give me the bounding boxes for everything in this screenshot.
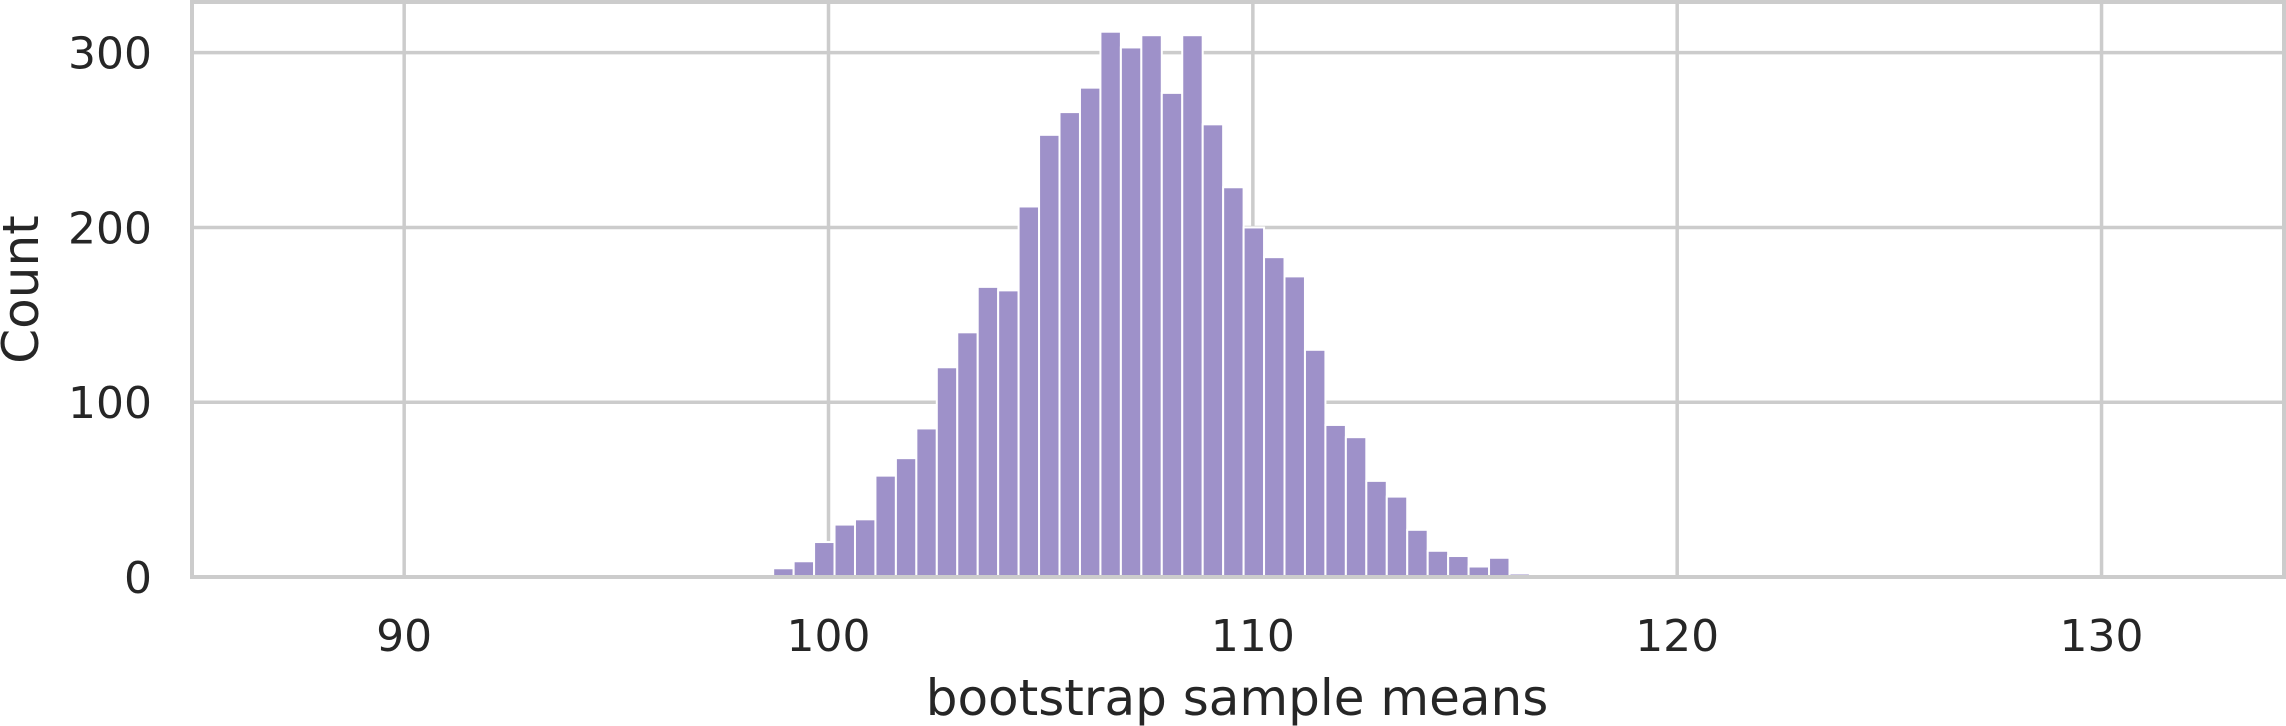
histogram-bar [853,518,877,579]
histogram-bar [1488,556,1511,579]
plot-frame [190,0,2286,579]
histogram-bar [1303,348,1327,578]
histogram-bar [792,560,816,578]
histogram-bar [1099,30,1122,579]
histogram-bar [1365,479,1388,578]
histogram-bar [976,285,1000,578]
histogram-bar [1406,528,1429,578]
histogram-bar [956,331,979,578]
histogram-bar [1447,555,1470,578]
histogram-bar [894,457,918,579]
histogram-bars [710,30,1552,579]
histogram-bar [1201,123,1225,578]
x-tick-label: 100 [787,611,871,662]
y-tick-label: 300 [68,29,152,80]
histogram-bar [1078,86,1102,578]
histogram-bar [1324,423,1347,578]
y-tick-label: 100 [68,378,152,429]
histogram-bar [997,289,1020,578]
histogram-bar [915,427,938,578]
y-axis-label: Count [0,215,50,364]
histogram-bar [1242,226,1266,578]
histogram-bar [1058,111,1081,578]
x-tick-label: 110 [1211,611,1295,662]
histogram-bar [813,541,836,578]
x-tick-label: 120 [1635,611,1719,662]
histogram-bar [833,523,856,578]
histogram-bar [1426,549,1450,578]
histogram-bar [1181,34,1204,579]
histogram-bar [1119,46,1143,578]
y-tick-label: 0 [124,553,152,604]
histogram-bar [1140,34,1163,579]
histogram-bar [1385,495,1409,578]
x-tick-label: 130 [2060,611,2144,662]
histogram-bar [1283,275,1306,578]
histogram-bar [1160,91,1184,578]
histogram-bar [1263,256,1286,578]
histogram-bar [1038,133,1061,578]
histogram-bar [1017,205,1041,578]
y-tick-label: 200 [68,203,152,254]
histogram-bar [1222,186,1245,578]
x-tick-label: 90 [376,611,432,662]
x-axis-label: bootstrap sample means [926,669,1549,726]
histogram-bar [1344,436,1368,578]
histogram-bar [874,474,897,579]
tick-labels: 90 100 110 120 130 0 100 200 300 [68,29,2144,662]
histogram-bar [935,366,959,578]
